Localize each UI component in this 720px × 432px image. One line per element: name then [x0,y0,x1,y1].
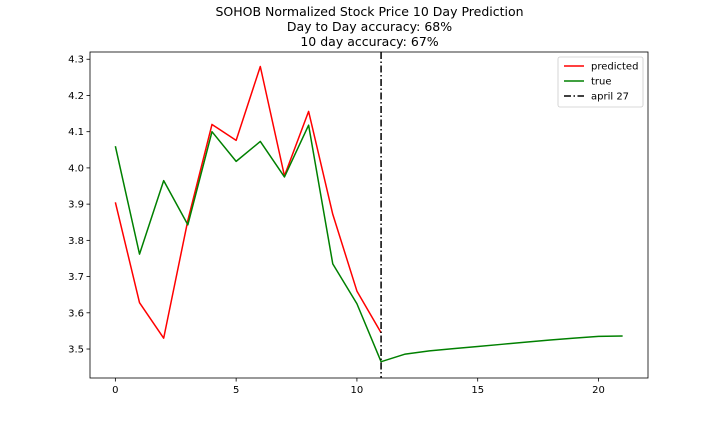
y-tick-label: 3.5 [68,345,84,356]
x-tick-label: 10 [351,385,364,396]
y-tick-label: 3.7 [68,272,84,283]
y-tick-label: 4.3 [68,55,84,66]
y-tick-label: 3.8 [68,236,84,247]
x-tick-label: 5 [233,385,239,396]
chart-title: SOHOB Normalized Stock Price 10 Day Pred… [215,4,523,49]
plot-lines [114,65,623,363]
legend-label-predicted: predicted [591,62,638,73]
plot-frame [89,51,649,379]
y-axis: 3.5 3.6 3.7 3.8 3.9 4.0 4.1 4.2 4.3 [68,55,90,356]
y-tick-label: 4.2 [68,91,84,102]
x-tick-label: 20 [592,385,605,396]
y-tick-label: 3.6 [68,308,84,319]
x-axis: 0 5 10 15 20 [112,378,605,396]
y-tick-label: 3.9 [68,200,84,211]
x-tick-label: 0 [112,385,118,396]
series-line-predicted [114,65,382,339]
y-tick-label: 4.1 [68,127,84,138]
legend: predicted true april 27 [557,56,644,108]
y-tick-label: 4.0 [68,163,84,174]
legend-label-april-27: april 27 [591,92,629,103]
legend-label-true: true [591,77,612,88]
legend-box [557,56,644,108]
title-line-2: Day to Day accuracy: 68% [287,19,452,34]
title-line-1: SOHOB Normalized Stock Price 10 Day Pred… [215,4,523,19]
title-line-3: 10 day accuracy: 67% [300,34,438,49]
series-line-true [114,124,623,363]
x-tick-label: 15 [471,385,484,396]
